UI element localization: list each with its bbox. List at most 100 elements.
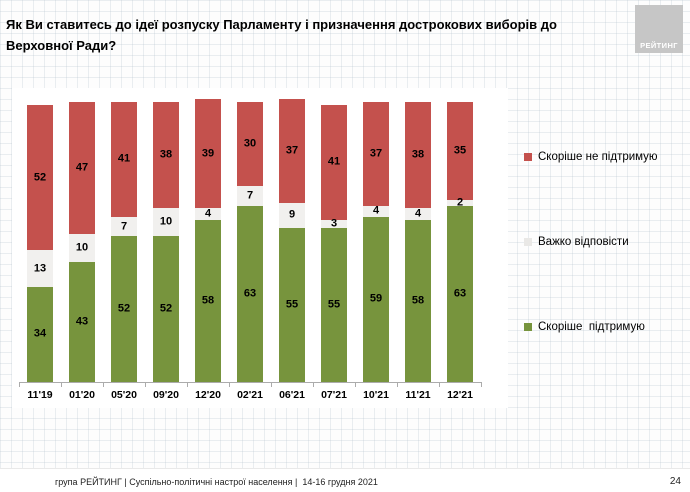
bar-segment-not-support: 37 xyxy=(363,102,389,206)
bar-value-label: 38 xyxy=(411,148,425,161)
page-number: 24 xyxy=(669,476,681,487)
bar-segment-support: 59 xyxy=(363,216,389,382)
bar-segment-hard-to-say: 4 xyxy=(405,208,431,220)
legend-item-hard-to-say: Важко відповісти xyxy=(524,236,629,248)
bar-segment-not-support: 30 xyxy=(237,102,263,187)
stacked-bar: 41 3 55 xyxy=(321,104,347,382)
axis-ticks xyxy=(19,383,483,388)
bar-segment-hard-to-say: 4 xyxy=(195,208,221,220)
bar-segment-not-support: 38 xyxy=(405,102,431,209)
stacked-bar: 30 7 63 xyxy=(237,102,263,382)
bar-value-label: 39 xyxy=(201,147,215,160)
rating-group-logo: РЕЙТИНГ xyxy=(635,5,683,53)
bar-segment-hard-to-say: 4 xyxy=(363,205,389,217)
bar-value-label: 10 xyxy=(75,241,89,254)
bar-value-label: 10 xyxy=(159,215,173,228)
bar-value-label: 4 xyxy=(204,207,212,220)
bar-segment-not-support: 52 xyxy=(27,104,53,251)
bar-value-label: 58 xyxy=(201,294,215,307)
stacked-bar: 38 10 52 xyxy=(153,102,179,382)
bar-column: 30 7 63 xyxy=(229,96,271,382)
legend-item-support: Скоріше підтримую xyxy=(524,321,645,333)
bar-value-label: 58 xyxy=(411,294,425,307)
axis-tick xyxy=(313,383,314,387)
bar-column: 35 2 63 xyxy=(439,96,481,382)
stacked-bar: 41 7 52 xyxy=(111,102,137,382)
axis-tick xyxy=(355,383,356,387)
bar-value-label: 52 xyxy=(33,171,47,184)
bar-segment-support: 55 xyxy=(321,228,347,382)
bar-segment-not-support: 39 xyxy=(195,99,221,209)
page-title-line1: Як Ви ставитесь до ідеї розпуску Парламе… xyxy=(6,17,557,32)
footer-text: група РЕЙТИНГ | Суспільно-політичні наст… xyxy=(55,477,378,487)
bar-value-label: 37 xyxy=(285,144,299,157)
stacked-bar: 39 4 58 xyxy=(195,99,221,382)
axis-tick xyxy=(229,383,230,387)
bar-value-label: 59 xyxy=(369,292,383,305)
bar-value-label: 63 xyxy=(453,287,467,300)
x-axis-label: 07'21 xyxy=(321,389,347,401)
bar-column: 52 13 34 xyxy=(19,96,61,382)
bar-value-label: 30 xyxy=(243,137,257,150)
x-axis-label: 05'20 xyxy=(111,389,137,401)
bar-value-label: 7 xyxy=(120,220,128,233)
x-axis-labels: 11'19 01'20 05'20 09'20 12'20 02'21 06'21 07'21… xyxy=(19,389,482,401)
stacked-bar: 38 4 58 xyxy=(405,102,431,382)
plot-area: 52 13 34 47 10 43 41 7 52 38 10 52 39 4 58 30 7 63 37 9 55 41… xyxy=(19,96,482,401)
bar-value-label: 34 xyxy=(33,327,47,340)
bar-segment-hard-to-say: 3 xyxy=(321,218,347,229)
bar-column: 47 10 43 xyxy=(61,96,103,382)
x-axis-label: 02'21 xyxy=(237,389,263,401)
bar-column: 39 4 58 xyxy=(187,96,229,382)
bar-segment-not-support: 38 xyxy=(153,102,179,209)
bar-segment-support: 58 xyxy=(405,219,431,382)
legend-item-not-support: Скоріше не підтримую xyxy=(524,151,658,163)
x-axis-label: 10'21 xyxy=(363,389,389,401)
bar-value-label: 7 xyxy=(246,189,254,202)
axis-tick xyxy=(19,383,20,387)
stacked-bar: 52 13 34 xyxy=(27,104,53,382)
bar-column: 41 7 52 xyxy=(103,96,145,382)
legend-label-not-support: Скоріше не підтримую xyxy=(538,151,658,163)
bar-column: 37 9 55 xyxy=(271,96,313,382)
bar-value-label: 9 xyxy=(288,208,296,221)
axis-tick xyxy=(103,383,104,387)
bar-value-label: 4 xyxy=(414,207,422,220)
bar-segment-hard-to-say: 10 xyxy=(153,208,179,237)
bar-segment-support: 63 xyxy=(237,205,263,382)
rating-logo-text: РЕЙТИНГ xyxy=(640,41,678,50)
bar-value-label: 52 xyxy=(159,302,173,315)
bar-segment-support: 43 xyxy=(69,261,95,382)
page-title-line2: Верховної Ради? xyxy=(6,38,117,53)
bar-segment-hard-to-say: 7 xyxy=(111,216,137,237)
stacked-bar: 37 4 59 xyxy=(363,102,389,382)
legend-label-support: Скоріше підтримую xyxy=(538,321,645,333)
legend-swatch-support xyxy=(524,323,532,331)
bar-value-label: 41 xyxy=(117,152,131,165)
x-axis-label: 09'20 xyxy=(153,389,179,401)
bar-column: 38 10 52 xyxy=(145,96,187,382)
x-axis-label: 11'21 xyxy=(405,389,431,401)
bar-value-label: 63 xyxy=(243,287,257,300)
legend-swatch-hard-to-say xyxy=(524,238,532,246)
bar-value-label: 52 xyxy=(117,302,131,315)
x-axis-label: 12'20 xyxy=(195,389,221,401)
bar-value-label: 37 xyxy=(369,147,383,160)
bar-value-label: 13 xyxy=(33,262,47,275)
legend-swatch-not-support xyxy=(524,153,532,161)
bar-segment-support: 52 xyxy=(153,236,179,382)
x-axis-label: 12'21 xyxy=(447,389,473,401)
stacked-bar: 35 2 63 xyxy=(447,102,473,382)
bar-value-label: 38 xyxy=(159,148,173,161)
bar-segment-not-support: 47 xyxy=(69,102,95,234)
bar-segment-hard-to-say: 10 xyxy=(69,233,95,262)
bars: 52 13 34 47 10 43 41 7 52 38 10 52 39 4 58 30 7 63 37 9 55 41… xyxy=(19,96,482,383)
page-title: Як Ви ставитесь до ідеї розпуску Парламе… xyxy=(6,14,626,56)
bar-segment-support: 63 xyxy=(447,205,473,382)
bar-segment-not-support: 35 xyxy=(447,102,473,201)
bar-segment-not-support: 37 xyxy=(279,99,305,203)
bar-segment-support: 52 xyxy=(111,236,137,382)
x-axis-label: 01'20 xyxy=(69,389,95,401)
x-axis-label: 06'21 xyxy=(279,389,305,401)
bar-segment-support: 58 xyxy=(195,219,221,382)
